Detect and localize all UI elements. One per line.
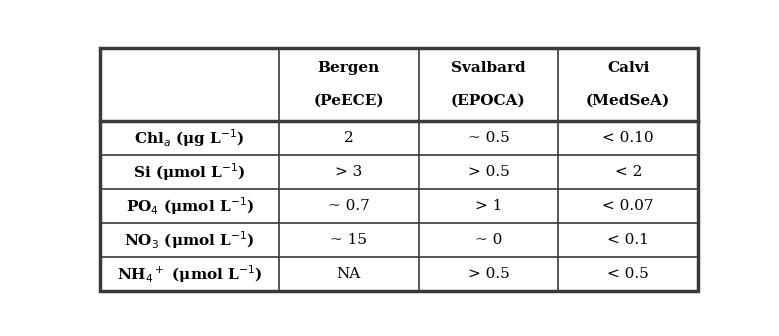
Text: ~ 0.5: ~ 0.5	[467, 131, 509, 145]
Text: < 0.07: < 0.07	[602, 199, 654, 213]
Text: ~ 15: ~ 15	[330, 233, 367, 247]
Text: ~ 0.7: ~ 0.7	[328, 199, 369, 213]
Text: ~ 0: ~ 0	[474, 233, 502, 247]
Text: < 0.10: < 0.10	[602, 131, 654, 145]
Text: > 3: > 3	[335, 165, 362, 179]
Text: NH$_4$$^+$ (μmol L$^{-1}$): NH$_4$$^+$ (μmol L$^{-1}$)	[117, 263, 263, 285]
Text: > 0.5: > 0.5	[467, 165, 509, 179]
Text: NA: NA	[337, 267, 361, 281]
Text: 2: 2	[344, 131, 354, 145]
Text: > 1: > 1	[474, 199, 502, 213]
Text: Svalbard

(EPOCA): Svalbard (EPOCA)	[451, 61, 526, 108]
Text: < 2: < 2	[615, 165, 642, 179]
Text: NO$_3$ (μmol L$^{-1}$): NO$_3$ (μmol L$^{-1}$)	[125, 229, 255, 251]
Text: Si (μmol L$^{-1}$): Si (μmol L$^{-1}$)	[133, 161, 246, 183]
Text: PO$_4$ (μmol L$^{-1}$): PO$_4$ (μmol L$^{-1}$)	[125, 195, 254, 217]
Text: Bergen

(PeECE): Bergen (PeECE)	[313, 61, 384, 108]
Text: < 0.5: < 0.5	[608, 267, 649, 281]
Text: < 0.1: < 0.1	[608, 233, 649, 247]
Text: Calvi

(MedSeA): Calvi (MedSeA)	[586, 61, 670, 108]
Text: > 0.5: > 0.5	[467, 267, 509, 281]
Text: Chl$_a$ (μg L$^{-1}$): Chl$_a$ (μg L$^{-1}$)	[134, 127, 245, 149]
